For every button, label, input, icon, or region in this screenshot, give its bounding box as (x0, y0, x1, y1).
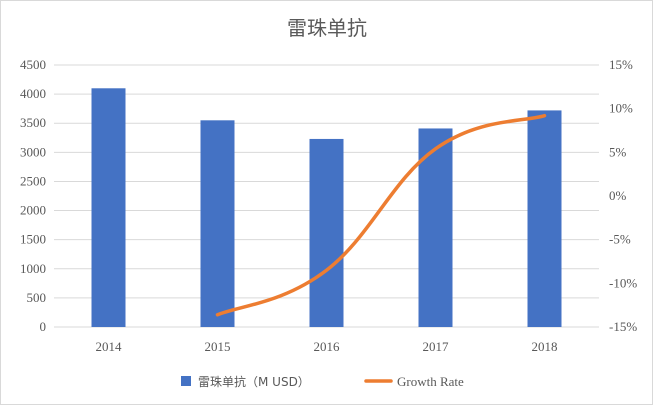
right-tick-label: 0% (609, 188, 627, 203)
right-tick-label: -10% (609, 275, 637, 290)
left-tick-label: 4000 (20, 86, 46, 101)
left-tick-label: 2000 (20, 203, 46, 218)
bar (200, 120, 235, 327)
left-tick-label: 500 (27, 290, 47, 305)
x-tick-label: 2016 (314, 339, 341, 354)
left-tick-label: 3000 (20, 144, 46, 159)
bar (91, 88, 126, 328)
legend: 雷珠单抗（M USD） Growth Rate (181, 374, 464, 389)
left-axis-ticks: 0 500 1000 1500 2000 2500 3000 3500 4000 4500 (20, 57, 46, 334)
x-tick-label: 2015 (205, 339, 231, 354)
right-axis-ticks: -15% -10% -5% 0% 5% 10% 15% (609, 57, 637, 334)
chart-title: 雷珠单抗 (287, 16, 367, 40)
left-tick-label: 1000 (20, 261, 46, 276)
legend-label-line: Growth Rate (397, 374, 464, 389)
right-tick-label: 10% (609, 101, 633, 116)
x-tick-label: 2017 (423, 339, 450, 354)
bar (418, 128, 453, 327)
x-axis-ticks: 2014 2015 2016 2017 2018 (96, 339, 558, 354)
left-tick-label: 3500 (20, 115, 46, 130)
bar-series (91, 88, 562, 328)
legend-swatch-bars (181, 376, 191, 386)
right-tick-label: -15% (609, 319, 637, 334)
right-tick-label: -5% (609, 232, 631, 247)
left-tick-label: 1500 (20, 232, 46, 247)
left-tick-label: 4500 (20, 57, 46, 72)
right-tick-label: 5% (609, 144, 627, 159)
left-tick-label: 0 (40, 319, 47, 334)
left-tick-label: 2500 (20, 173, 46, 188)
bar (527, 110, 562, 327)
growth-rate-line (215, 113, 547, 317)
right-tick-label: 15% (609, 57, 633, 72)
growth-rate-series (215, 113, 547, 317)
legend-label-bars: 雷珠单抗（M USD） (198, 374, 310, 389)
bar (309, 138, 344, 327)
x-tick-label: 2014 (96, 339, 123, 354)
x-tick-label: 2018 (532, 339, 558, 354)
